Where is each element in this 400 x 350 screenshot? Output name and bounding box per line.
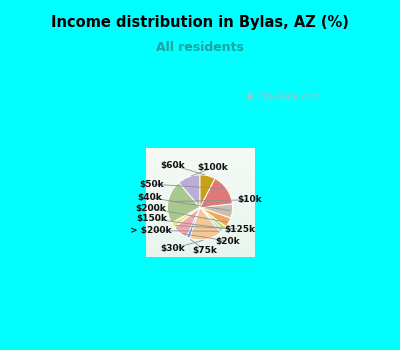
Text: $10k: $10k — [238, 195, 262, 204]
Wedge shape — [190, 207, 221, 240]
Text: $200k: $200k — [136, 204, 166, 213]
Text: ● City-Data.com: ● City-Data.com — [246, 92, 321, 101]
Wedge shape — [200, 204, 232, 218]
Text: $75k: $75k — [192, 246, 217, 255]
Wedge shape — [200, 175, 215, 207]
Wedge shape — [174, 207, 200, 237]
Wedge shape — [172, 207, 200, 228]
Wedge shape — [200, 207, 231, 227]
Wedge shape — [168, 183, 200, 223]
Text: $30k: $30k — [160, 244, 185, 253]
Wedge shape — [200, 178, 232, 207]
Text: $40k: $40k — [138, 193, 162, 202]
Text: $50k: $50k — [139, 180, 164, 189]
Wedge shape — [200, 207, 223, 232]
Text: $60k: $60k — [160, 161, 185, 169]
Text: $100k: $100k — [198, 163, 228, 172]
Wedge shape — [179, 175, 200, 207]
Text: $20k: $20k — [215, 237, 240, 245]
Text: Income distribution in Bylas, AZ (%): Income distribution in Bylas, AZ (%) — [51, 15, 349, 30]
Text: $150k: $150k — [136, 214, 167, 223]
Text: All residents: All residents — [156, 41, 244, 54]
Wedge shape — [186, 207, 200, 238]
Text: $125k: $125k — [225, 225, 256, 233]
Text: > $200k: > $200k — [130, 226, 171, 235]
Wedge shape — [200, 207, 226, 230]
